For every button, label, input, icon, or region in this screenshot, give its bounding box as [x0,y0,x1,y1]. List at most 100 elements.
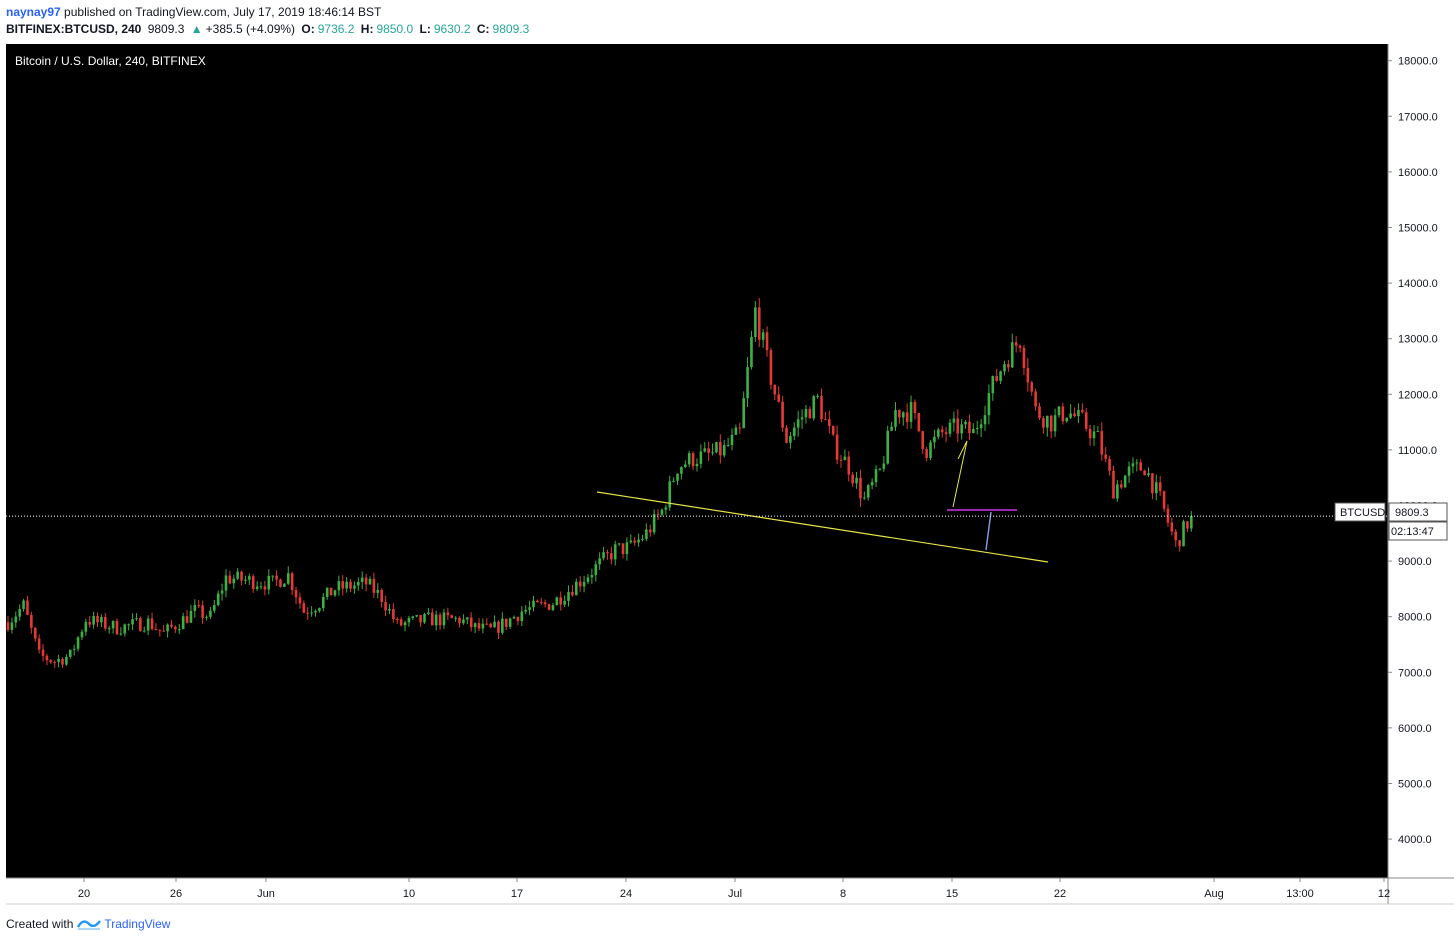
candle-down [364,577,368,585]
candle-up [454,617,457,619]
candle-down [170,624,173,627]
candle-down [450,615,454,618]
candle-down [940,429,944,433]
candle-up [1010,342,1014,368]
candle-up [224,575,228,591]
candle-down [37,638,41,650]
candle-down [707,448,710,453]
author-name[interactable]: naynay97 [6,5,61,19]
candle-up [812,396,816,419]
candle-up [528,607,531,610]
candle-up [1003,364,1006,372]
candle-up [508,618,512,627]
candle-up [590,575,594,578]
candle-up [625,542,629,555]
candle-up [466,617,469,620]
candle-up [232,578,236,584]
candle-up [1069,413,1072,418]
candle-up [92,615,95,625]
candle-up [216,593,220,606]
candle-up [948,422,952,434]
candle-up [695,463,699,467]
candle-down [341,581,345,589]
candle-up [680,467,683,474]
price-tick-label: 15000.0 [1398,222,1438,234]
wedge-drawing[interactable] [952,440,968,508]
candle-up [874,469,878,483]
candle-down [279,579,282,587]
candle-down [53,662,57,664]
price-tick-label: 17000.0 [1398,111,1438,123]
candle-up [189,610,193,623]
candle-up [687,453,691,465]
price-tick-label: 5000.0 [1398,778,1432,790]
candle-down [917,413,921,432]
candle-down [96,615,99,623]
candle-down [610,553,613,560]
candle-down [115,621,119,635]
candle-down [995,376,998,381]
candle-up [715,442,718,453]
candle-down [372,578,376,593]
candle-down [263,586,267,590]
candle-up [1077,409,1080,417]
candle-up [629,540,633,543]
symbol-info-bar: BITFINEX:BTCUSD, 240 9809.3 ▲ +385.5 (+4.… [6,22,532,36]
candle-up [255,586,259,589]
tradingview-brand-link[interactable]: TradingView [104,917,171,931]
candle-up [65,656,68,665]
candle-up [722,445,726,456]
candle-down [1026,367,1030,383]
candle-up [960,424,963,434]
candle-up [617,543,621,545]
candle-up [493,621,496,628]
candle-up [726,444,730,446]
candle-up [789,436,792,443]
candle-down [1170,522,1174,532]
candle-down [485,623,489,625]
candle-down [925,449,928,459]
candle-up [1131,463,1135,467]
candle-down [1108,458,1111,471]
candle-down [944,432,948,434]
candle-up [975,428,979,430]
open-value: 9736.2 [317,22,355,36]
candle-down [1174,531,1178,541]
price-tick-label: 11000.0 [1398,445,1437,457]
candle-up [761,332,765,340]
candle-down [185,616,189,623]
candle-down [1151,473,1154,494]
candle-down [438,614,442,626]
symbol-label: BITFINEX:BTCUSD, 240 [6,22,142,36]
time-tick-label: Jun [257,888,275,900]
candle-up [863,497,866,499]
candle-up [1147,473,1150,476]
candle-up [213,605,216,611]
candle-up [407,617,411,623]
candle-up [345,581,348,589]
candle-down [1139,462,1143,471]
candle-down [228,575,232,584]
candle-up [664,507,668,510]
candle-up [84,622,88,632]
candle-up [1127,466,1131,476]
time-tick-label: 10 [403,888,415,900]
candle-down [621,543,625,555]
candle-up [711,452,714,454]
candle-down [349,581,352,589]
candle-down [1030,382,1034,392]
candle-down [41,649,45,656]
time-tick-label: 15 [946,888,958,900]
support-trendline[interactable] [596,491,1049,563]
candle-down [913,402,917,414]
candle-down [61,658,64,665]
candle-down [384,601,387,611]
candle-down [1049,415,1053,432]
candle-up [683,464,687,468]
candle-down [201,605,204,618]
candle-down [851,474,854,484]
projection-arrow[interactable] [985,511,992,551]
candle-up [286,573,290,584]
candle-up [1045,415,1049,428]
